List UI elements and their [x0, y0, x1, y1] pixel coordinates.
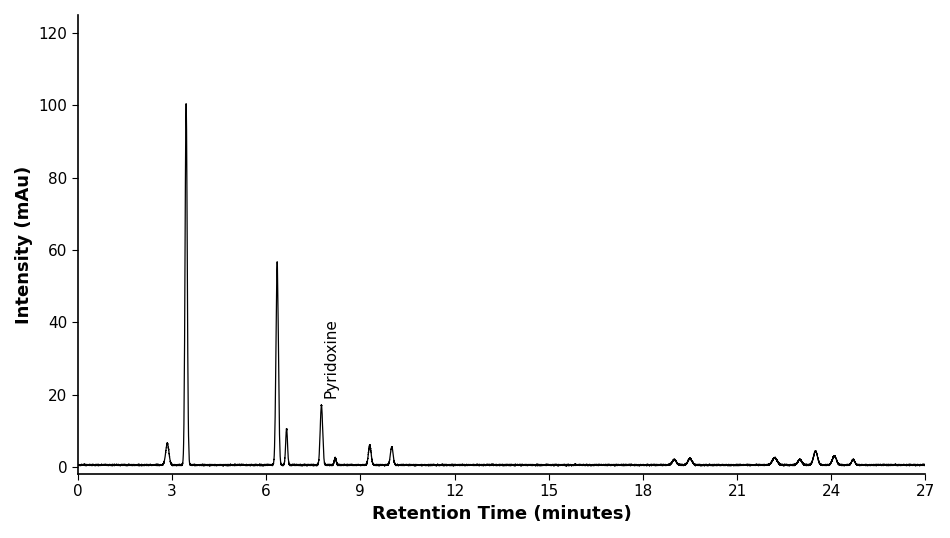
- X-axis label: Retention Time (minutes): Retention Time (minutes): [371, 505, 632, 523]
- Y-axis label: Intensity (mAu): Intensity (mAu): [15, 165, 33, 324]
- Text: Pyridoxine: Pyridoxine: [323, 318, 338, 398]
